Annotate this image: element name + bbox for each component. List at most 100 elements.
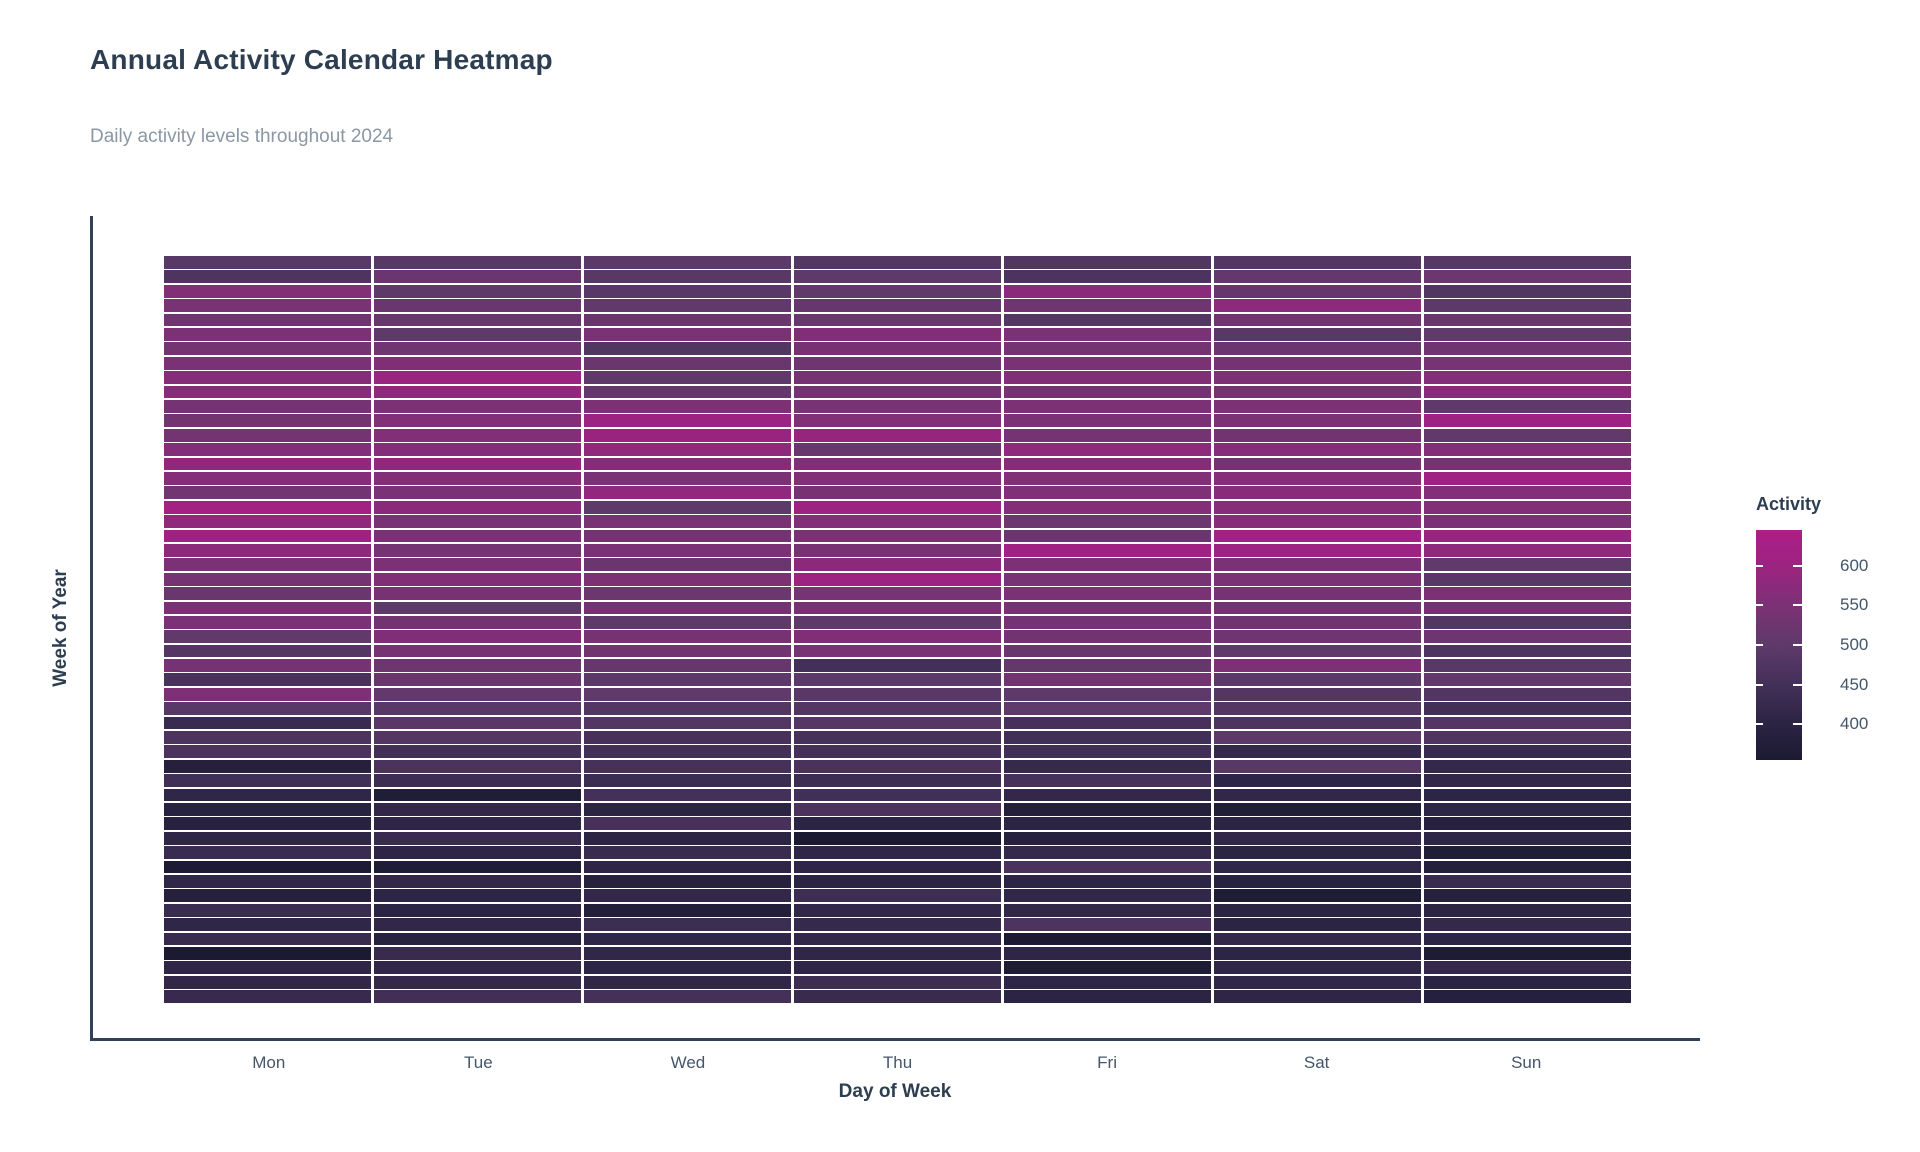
heatmap-cell — [793, 443, 1002, 456]
heatmap-cell — [583, 500, 792, 514]
heatmap-cell — [373, 443, 582, 456]
heatmap-cell — [583, 702, 792, 716]
heatmap-cell — [793, 399, 1002, 413]
heatmap-cell — [373, 284, 582, 298]
heatmap-cell — [583, 947, 792, 960]
heatmap-cell — [164, 975, 372, 989]
legend-tick-label: 450 — [1840, 674, 1869, 694]
heatmap-cell — [1003, 515, 1212, 528]
heatmap-cell — [1423, 601, 1631, 615]
heatmap-cell — [793, 615, 1002, 629]
heatmap-cell — [793, 558, 1002, 572]
heatmap-cell — [793, 918, 1002, 932]
heatmap-cell — [1213, 961, 1422, 975]
heatmap-cell — [164, 356, 372, 370]
heatmap-cell — [373, 716, 582, 730]
heatmap-cell — [373, 471, 582, 485]
heatmap-cell — [1423, 342, 1631, 356]
heatmap-cell — [793, 327, 1002, 341]
legend-tick-mark — [1793, 723, 1802, 726]
heatmap-cell — [1003, 385, 1212, 399]
heatmap-cell — [793, 745, 1002, 759]
heatmap-cell — [373, 515, 582, 528]
heatmap-cell — [1213, 529, 1422, 543]
heatmap-cell — [1213, 587, 1422, 600]
heatmap-cell — [1213, 428, 1422, 442]
heatmap-cell — [1213, 903, 1422, 917]
heatmap-cell — [583, 256, 792, 269]
heatmap-cell — [793, 961, 1002, 975]
heatmap-cell — [164, 572, 372, 586]
heatmap-cell — [583, 615, 792, 629]
heatmap-cell — [373, 529, 582, 543]
heatmap-cell — [1423, 256, 1631, 269]
heatmap-cell — [164, 529, 372, 543]
heatmap-cell — [793, 817, 1002, 831]
heatmap-cell — [1213, 817, 1422, 831]
heatmap-cell — [164, 947, 372, 960]
heatmap-cell — [373, 558, 582, 572]
heatmap-cell — [793, 457, 1002, 471]
heatmap-cell — [1213, 486, 1422, 500]
heatmap-cell — [1423, 529, 1631, 543]
heatmap-cell — [583, 716, 792, 730]
heatmap-cell — [373, 774, 582, 788]
heatmap-cell — [1213, 414, 1422, 428]
heatmap-cell — [1003, 644, 1212, 658]
heatmap-cell — [164, 990, 372, 1003]
heatmap-cell — [1423, 803, 1631, 816]
heatmap-cell — [793, 543, 1002, 557]
heatmap-cell — [1213, 313, 1422, 327]
heatmap-cell — [793, 529, 1002, 543]
heatmap-cell — [583, 630, 792, 644]
heatmap-cell — [1213, 889, 1422, 903]
heatmap-cell — [1423, 414, 1631, 428]
heatmap-cell — [583, 284, 792, 298]
heatmap-cell — [1423, 270, 1631, 284]
legend-tick-label: 400 — [1840, 714, 1869, 734]
heatmap-cell — [1423, 515, 1631, 528]
heatmap-cell — [583, 918, 792, 932]
heatmap-cell — [1423, 903, 1631, 917]
heatmap-cell — [1003, 788, 1212, 802]
heatmap-cell — [373, 846, 582, 860]
heatmap-cell — [1003, 327, 1212, 341]
heatmap-cell — [1213, 284, 1422, 298]
heatmap-cell — [1213, 572, 1422, 586]
heatmap-cell — [373, 731, 582, 744]
heatmap-cell — [164, 673, 372, 687]
heatmap-cell — [1423, 731, 1631, 744]
heatmap-cell — [793, 803, 1002, 816]
heatmap-cell — [373, 457, 582, 471]
heatmap-cell — [164, 846, 372, 860]
heatmap-cell — [373, 745, 582, 759]
heatmap-cell — [1213, 630, 1422, 644]
heatmap-cell — [373, 385, 582, 399]
heatmap-cell — [793, 428, 1002, 442]
heatmap-cell — [373, 659, 582, 672]
heatmap-cell — [164, 731, 372, 744]
heatmap-cell — [373, 587, 582, 600]
heatmap-cell — [1423, 471, 1631, 485]
heatmap-cell — [1213, 932, 1422, 946]
heatmap-cell — [1423, 875, 1631, 888]
heatmap-cell — [793, 875, 1002, 888]
heatmap-cell — [793, 788, 1002, 802]
heatmap-cell — [1003, 774, 1212, 788]
heatmap-cell — [793, 313, 1002, 327]
heatmap-cell — [373, 975, 582, 989]
heatmap-grid — [164, 256, 1631, 1003]
heatmap-cell — [164, 774, 372, 788]
heatmap-cell — [1423, 831, 1631, 845]
heatmap-cell — [1213, 601, 1422, 615]
heatmap-cell — [1423, 371, 1631, 384]
heatmap-cell — [1003, 399, 1212, 413]
heatmap-cell — [583, 731, 792, 744]
heatmap-cell — [793, 947, 1002, 960]
heatmap-cell — [793, 975, 1002, 989]
heatmap-cell — [583, 572, 792, 586]
heatmap-cell — [1213, 731, 1422, 744]
heatmap-cell — [1003, 587, 1212, 600]
heatmap-cell — [583, 889, 792, 903]
heatmap-cell — [1003, 716, 1212, 730]
